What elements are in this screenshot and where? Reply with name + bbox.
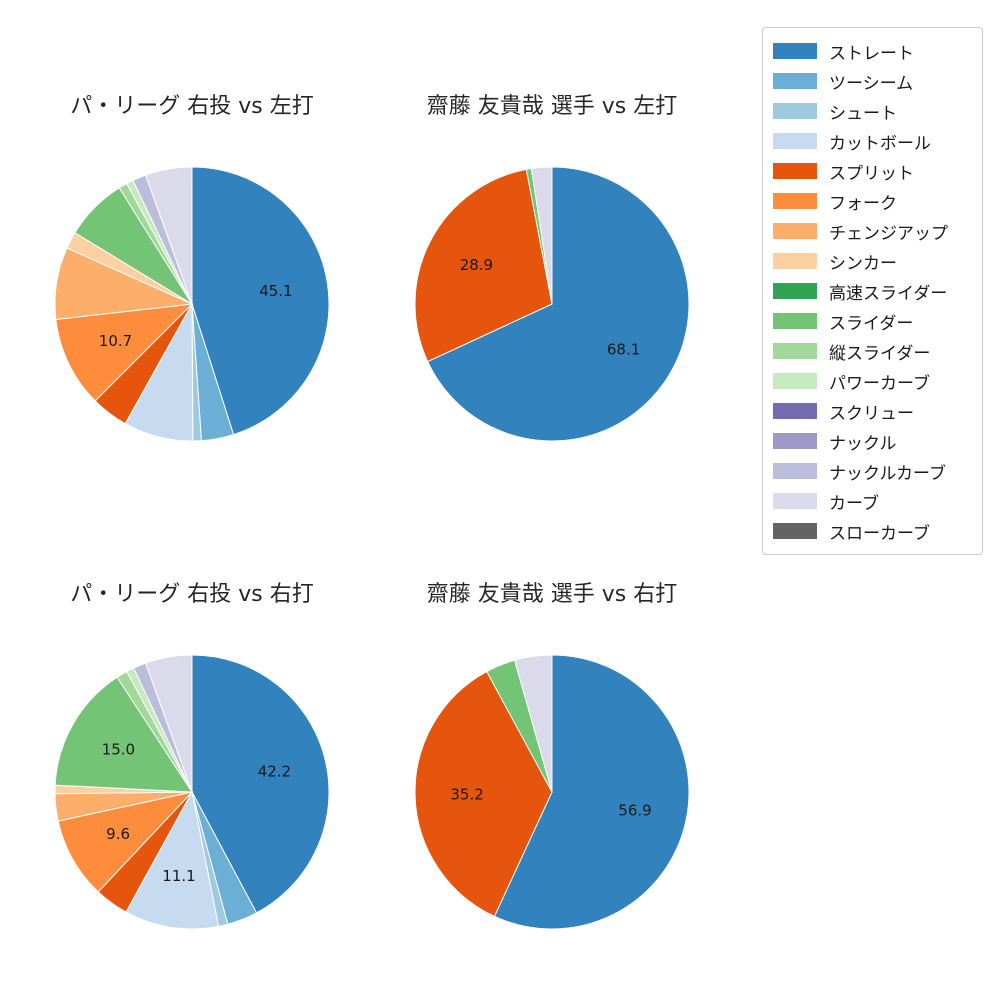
pie-panel-0: パ・リーグ 右投 vs 左打 45.1 10.7 — [22, 96, 362, 466]
legend-item[interactable]: 縦スライダー — [773, 336, 972, 366]
legend-label: カーブ — [829, 493, 879, 514]
legend-color-swatch — [773, 103, 817, 119]
pie-slice[interactable] — [54, 676, 193, 793]
pie-slice-value-label: 42.2 — [258, 762, 291, 780]
legend-label: パワーカーブ — [829, 373, 930, 394]
legend-item[interactable]: ツーシーム — [773, 66, 972, 96]
pie-slice-value-label: 10.7 — [99, 332, 132, 350]
pie-title-3: 齋藤 友貴哉 選手 vs 右打 — [426, 582, 678, 607]
legend-item[interactable]: チェンジアップ — [773, 216, 972, 246]
pie-slice[interactable] — [493, 654, 690, 930]
legend-color-swatch — [773, 433, 817, 449]
legend-color-swatch — [773, 313, 817, 329]
pie-slice-value-label: 35.2 — [450, 786, 483, 804]
pie-slice[interactable] — [57, 791, 194, 893]
pie-svg-1: 68.1 28.9 — [414, 166, 690, 442]
legend-item[interactable]: フォーク — [773, 186, 972, 216]
legend-color-swatch — [773, 373, 817, 389]
pie-title-1: 齋藤 友貴哉 選手 vs 左打 — [426, 94, 678, 119]
legend-item[interactable]: スライダー — [773, 306, 972, 336]
pie-panel-1: 齋藤 友貴哉 選手 vs 左打 68.1 28.9 — [382, 96, 722, 466]
legend-item[interactable]: シュート — [773, 96, 972, 126]
legend-color-swatch — [773, 253, 817, 269]
legend-color-swatch — [773, 133, 817, 149]
legend-color-swatch — [773, 463, 817, 479]
legend-color-swatch — [773, 523, 817, 539]
legend-label: ストレート — [829, 43, 914, 64]
pie-svg-3: 56.9 35.2 — [414, 654, 690, 930]
pie-slice[interactable] — [414, 670, 553, 917]
legend-label: ナックルカーブ — [829, 463, 946, 484]
pie-slice-value-label: 28.9 — [460, 256, 493, 274]
legend-label: シンカー — [829, 253, 897, 274]
pie-panel-3: 齋藤 友貴哉 選手 vs 右打 56.9 35.2 — [382, 584, 722, 954]
legend-item[interactable]: 高速スライダー — [773, 276, 972, 306]
pie-chart-1: 68.1 28.9 — [414, 166, 690, 442]
pie-slice-value-label: 9.6 — [106, 825, 130, 843]
legend-label: 縦スライダー — [829, 343, 931, 364]
legend-color-swatch — [773, 163, 817, 179]
pie-slice-value-label: 45.1 — [259, 282, 292, 300]
legend-color-swatch — [773, 493, 817, 509]
legend-item[interactable]: ナックル — [773, 426, 972, 456]
pie-slice[interactable] — [191, 654, 330, 914]
pie-chart-2: 42.2 11.1 9.6 15.0 — [54, 654, 330, 930]
legend-color-swatch — [773, 283, 817, 299]
legend-color-swatch — [773, 73, 817, 89]
legend-item[interactable]: ストレート — [773, 36, 972, 66]
legend-item[interactable]: ナックルカーブ — [773, 456, 972, 486]
legend-item[interactable]: カーブ — [773, 486, 972, 516]
pie-svg-0: 45.1 10.7 — [54, 166, 330, 442]
legend-item[interactable]: シンカー — [773, 246, 972, 276]
pie-slice[interactable] — [144, 166, 193, 305]
pie-title-0: パ・リーグ 右投 vs 左打 — [70, 94, 314, 119]
legend-label: スライダー — [829, 313, 914, 334]
pie-title-2: パ・リーグ 右投 vs 右打 — [70, 582, 314, 607]
legend-item[interactable]: パワーカーブ — [773, 366, 972, 396]
pie-svg-2: 42.2 11.1 9.6 15.0 — [54, 654, 330, 930]
legend-label: ナックル — [829, 433, 897, 454]
legend-label: 高速スライダー — [829, 283, 948, 304]
legend-item[interactable]: スクリュー — [773, 396, 972, 426]
legend-item[interactable]: スローカーブ — [773, 516, 972, 546]
legend-item[interactable]: カットボール — [773, 126, 972, 156]
legend-color-swatch — [773, 223, 817, 239]
legend-color-swatch — [773, 403, 817, 419]
pie-panel-2: パ・リーグ 右投 vs 右打 42.2 11.1 9.6 15.0 — [22, 584, 362, 954]
pie-chart-0: 45.1 10.7 — [54, 166, 330, 442]
pie-slice[interactable] — [55, 303, 194, 402]
legend-label: スプリット — [829, 163, 914, 184]
legend-color-swatch — [773, 43, 817, 59]
pie-slice-value-label: 68.1 — [607, 341, 640, 359]
legend-label: ツーシーム — [829, 73, 914, 94]
legend-label: スクリュー — [829, 403, 914, 424]
pie-slice[interactable] — [513, 654, 553, 793]
legend-label: シュート — [829, 103, 897, 124]
pie-slice-value-label: 11.1 — [162, 867, 195, 885]
pie-slice[interactable] — [144, 654, 193, 793]
pie-slice-value-label: 56.9 — [618, 801, 651, 819]
legend-label: スローカーブ — [829, 523, 930, 544]
legend-label: カットボール — [829, 133, 931, 154]
pie-slice-value-label: 15.0 — [102, 741, 135, 759]
legend-color-swatch — [773, 343, 817, 359]
legend-color-swatch — [773, 193, 817, 209]
pie-slice[interactable] — [414, 168, 553, 363]
pie-chart-3: 56.9 35.2 — [414, 654, 690, 930]
legend-item[interactable]: スプリット — [773, 156, 972, 186]
pitch-type-legend: ストレートツーシームシュートカットボール スプリットフォークチェンジアップ シンカー… — [762, 27, 983, 555]
legend-label: チェンジアップ — [829, 223, 948, 244]
pie-slice[interactable] — [125, 790, 220, 930]
legend-label: フォーク — [829, 193, 897, 214]
pie-slice[interactable] — [530, 166, 553, 305]
pie-slice[interactable] — [427, 166, 690, 442]
pie-slice[interactable] — [191, 166, 330, 436]
